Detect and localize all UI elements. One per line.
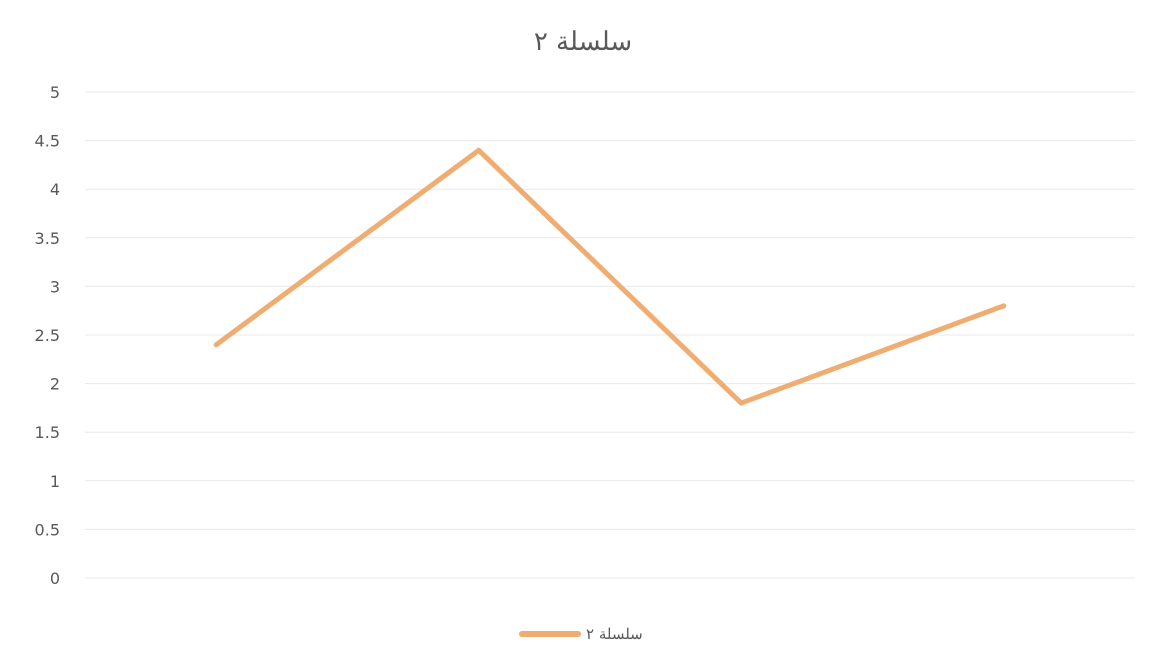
y-tick-label: 3 (50, 277, 60, 296)
data-point (213, 342, 219, 348)
y-tick-label: 4 (50, 180, 60, 199)
y-tick-label: 3.5 (35, 229, 60, 248)
y-tick-label: 2.5 (35, 326, 60, 345)
data-point (1001, 303, 1007, 309)
y-tick-label: 1.5 (35, 423, 60, 442)
series-lines (213, 147, 1007, 406)
series-line (213, 147, 1007, 406)
data-point (476, 147, 482, 153)
y-axis-tick-labels: 0 0.5 1 1.5 2 2.5 3 3.5 4 4.5 5 (35, 83, 60, 588)
y-tick-label: 0 (50, 569, 60, 588)
data-point (738, 400, 744, 406)
y-tick-label: 5 (50, 83, 60, 102)
legend-label: سلسلة ٢ (586, 625, 643, 643)
gridlines (85, 91, 1135, 579)
y-tick-label: 2 (50, 375, 60, 394)
y-tick-label: 0.5 (35, 520, 60, 539)
chart-title: سلسلة ٢ (534, 27, 632, 57)
y-tick-label: 1 (50, 472, 60, 491)
legend: سلسلة ٢ (519, 625, 643, 643)
y-tick-label: 4.5 (35, 132, 60, 151)
